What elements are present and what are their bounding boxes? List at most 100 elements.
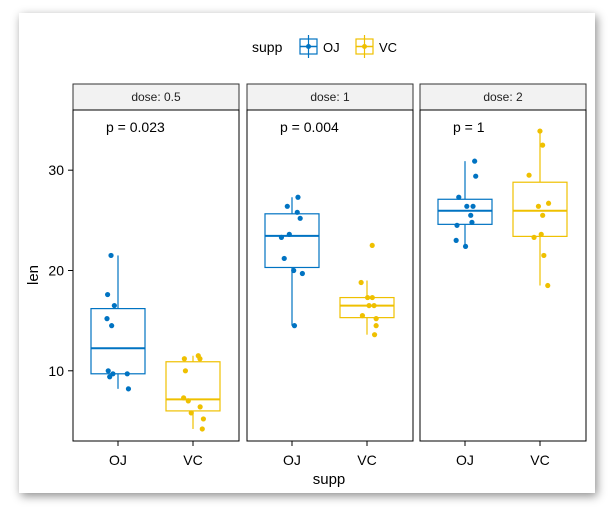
data-point — [284, 203, 290, 209]
data-point — [107, 374, 113, 380]
data-point — [545, 200, 552, 206]
data-point — [472, 158, 478, 164]
data-point — [297, 215, 303, 221]
data-point — [365, 294, 371, 301]
data-point — [181, 356, 187, 362]
legend-key-point — [362, 44, 367, 49]
p-value-label: p = 1 — [453, 119, 485, 135]
data-point — [299, 270, 305, 277]
data-point — [105, 368, 111, 374]
data-point — [125, 386, 132, 392]
data-point — [181, 395, 187, 401]
data-point — [371, 302, 377, 309]
box-iqr — [339, 296, 395, 319]
data-point — [188, 410, 194, 416]
data-point — [469, 219, 475, 225]
data-point — [369, 294, 375, 301]
data-point — [369, 242, 375, 249]
box-oj — [264, 194, 320, 329]
data-point — [109, 323, 115, 329]
data-point — [104, 316, 110, 322]
facet-strip — [72, 83, 240, 111]
x-axis-label: supp — [313, 471, 346, 488]
data-point — [182, 368, 189, 374]
facet-strip-label: dose: 1 — [310, 90, 350, 104]
y-tick-label: 20 — [48, 262, 64, 278]
data-point — [291, 323, 298, 329]
box-iqr — [512, 181, 568, 237]
facet-strip — [419, 83, 587, 111]
box-iqr — [437, 198, 493, 225]
data-point — [281, 255, 287, 262]
data-point — [199, 426, 205, 432]
box-vc — [165, 353, 221, 432]
data-point — [526, 172, 532, 178]
data-point — [541, 252, 547, 259]
data-point — [473, 173, 479, 179]
data-point — [185, 398, 191, 404]
box-iqr — [264, 213, 320, 269]
data-point — [197, 356, 203, 362]
box-iqr — [90, 308, 146, 375]
data-point — [462, 243, 469, 250]
legend-label: OJ — [323, 40, 340, 55]
data-point — [538, 231, 544, 237]
data-point — [531, 234, 537, 240]
facet-panel: dose: 0.5 p = 0.023 OJ VC — [72, 83, 240, 468]
data-point — [111, 302, 117, 309]
data-point — [359, 313, 366, 319]
data-point — [371, 332, 378, 338]
data-point — [124, 371, 130, 377]
data-point — [294, 209, 300, 215]
data-point — [200, 416, 207, 422]
facet-panel-border — [419, 109, 587, 442]
data-point — [108, 252, 114, 259]
data-point — [295, 194, 301, 200]
data-point — [540, 212, 546, 218]
x-tick-label: VC — [357, 452, 376, 468]
data-point — [286, 231, 292, 237]
y-tick-label: 30 — [48, 162, 64, 178]
data-point — [539, 142, 546, 148]
facet-panel-border — [246, 109, 414, 442]
x-tick-label: VC — [530, 452, 549, 468]
data-point — [197, 404, 203, 410]
data-point — [373, 316, 379, 322]
y-tick-label: 10 — [48, 363, 64, 379]
box-oj — [437, 158, 493, 250]
data-point — [464, 203, 470, 209]
x-tick-label: OJ — [456, 452, 474, 468]
data-point — [468, 212, 474, 218]
legend-entry-oj: OJ — [299, 35, 340, 58]
y-axis-label: len — [25, 265, 42, 285]
facet-panel-border — [72, 109, 240, 442]
box-iqr — [165, 361, 221, 412]
x-tick-label: OJ — [283, 452, 301, 468]
data-point — [545, 282, 551, 289]
facet-panel: dose: 1 p = 0.004 OJ VC — [246, 83, 414, 468]
legend: supp OJ VC — [252, 35, 397, 58]
data-point — [358, 279, 364, 286]
data-point — [456, 194, 462, 200]
legend-key-point — [306, 44, 311, 49]
legend-entry-vc: VC — [355, 35, 397, 58]
data-point — [454, 222, 460, 228]
legend-title: supp — [252, 39, 283, 55]
facet-strip — [246, 83, 414, 111]
p-value-label: p = 0.023 — [106, 119, 165, 135]
box-oj — [90, 252, 146, 392]
data-point — [291, 267, 297, 274]
data-point — [537, 128, 543, 134]
data-point — [535, 203, 542, 209]
data-point — [278, 234, 285, 240]
data-point — [104, 291, 111, 298]
legend-label: VC — [379, 40, 397, 55]
facet-strip-label: dose: 2 — [483, 90, 523, 104]
data-point — [453, 237, 459, 243]
box-vc — [512, 128, 568, 289]
facet-panel: dose: 2 p = 1 OJ VC — [419, 83, 587, 468]
box-vc — [339, 242, 395, 338]
x-tick-label: VC — [183, 452, 202, 468]
facet-strip-label: dose: 0.5 — [131, 90, 181, 104]
